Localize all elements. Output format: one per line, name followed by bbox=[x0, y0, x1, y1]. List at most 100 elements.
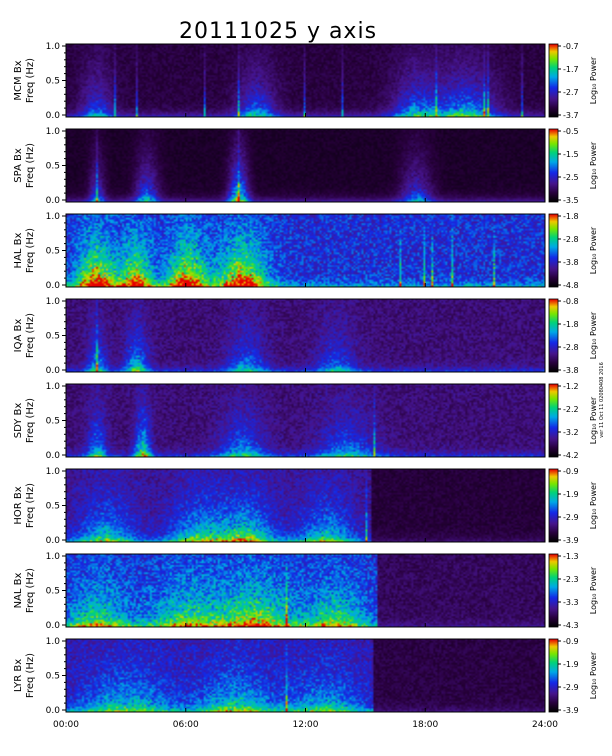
colorbar-tick-label: -2.2 bbox=[563, 405, 579, 414]
spectrogram-image bbox=[66, 469, 545, 542]
y-axis-unit-label: Freq (Hz) bbox=[25, 568, 36, 613]
y-tick-label: 1.0 bbox=[46, 467, 61, 477]
y-axis-unit-label: Freq (Hz) bbox=[25, 143, 36, 188]
y-axis-unit-label: Freq (Hz) bbox=[25, 483, 36, 528]
colorbar-tick-label: -2.9 bbox=[563, 683, 579, 692]
colorbar-frame bbox=[548, 468, 559, 543]
y-tick-label: 1.0 bbox=[46, 42, 61, 52]
spectrogram-image bbox=[66, 44, 545, 117]
colorbar-tick-label: -0.7 bbox=[563, 42, 579, 51]
colorbar-frame bbox=[548, 128, 559, 203]
colorbar-tick-label: -1.9 bbox=[563, 660, 579, 669]
y-axis-unit-label: Freq (Hz) bbox=[25, 58, 36, 103]
colorbar-label: Log₁₀ Power bbox=[589, 141, 598, 189]
y-axis-station-label: MCM Bx bbox=[13, 60, 24, 100]
y-tick-label: 0.0 bbox=[46, 621, 61, 631]
colorbar-label: Log₁₀ Power bbox=[589, 311, 598, 359]
colorbar-tick-label: -3.8 bbox=[563, 258, 579, 267]
colorbar bbox=[549, 129, 558, 202]
colorbar bbox=[549, 554, 558, 627]
colorbar bbox=[549, 214, 558, 287]
colorbar-label: Log₁₀ Power bbox=[589, 481, 598, 529]
colorbar-tick-label: -1.7 bbox=[563, 65, 579, 74]
y-tick-label: 0.5 bbox=[46, 672, 60, 682]
y-axis-unit-label: Freq (Hz) bbox=[25, 653, 36, 698]
colorbar-tick-label: -0.5 bbox=[563, 127, 579, 136]
y-axis-station-label: HAL Bx bbox=[13, 232, 24, 268]
y-axis-station-label: NAL Bx bbox=[13, 572, 24, 608]
colorbar bbox=[549, 44, 558, 117]
y-tick-label: 0.5 bbox=[46, 502, 60, 512]
y-axis-unit-label: Freq (Hz) bbox=[25, 313, 36, 358]
spectrogram-image bbox=[66, 214, 545, 287]
y-tick-label: 1.0 bbox=[46, 382, 61, 392]
y-tick-label: 1.0 bbox=[46, 212, 61, 222]
colorbar-tick-label: -3.2 bbox=[563, 428, 579, 437]
side-note: ver 11 Oct 11 02080408 2016 bbox=[599, 362, 605, 438]
colorbar-frame bbox=[548, 553, 559, 628]
colorbar-tick-label: -4.2 bbox=[563, 451, 579, 460]
colorbar-tick-label: -0.9 bbox=[563, 637, 579, 646]
colorbar-label: Log₁₀ Power bbox=[589, 651, 598, 699]
colorbar-frame bbox=[548, 383, 559, 458]
colorbar-frame bbox=[548, 213, 559, 288]
y-tick-label: 0.0 bbox=[46, 706, 61, 716]
colorbar-frame bbox=[548, 298, 559, 373]
colorbar-tick-label: -1.5 bbox=[563, 150, 579, 159]
colorbar-frame bbox=[548, 43, 559, 118]
y-axis-station-label: SDY Bx bbox=[13, 403, 24, 439]
y-tick-label: 1.0 bbox=[46, 297, 61, 307]
colorbar-tick-label: -2.9 bbox=[563, 513, 579, 522]
colorbar-tick-label: -3.5 bbox=[563, 196, 579, 205]
spectrogram-image bbox=[66, 639, 545, 712]
spectrogram-panel: 1.0 0.5 0.0 NAL Bx Freq (Hz) -1.3 -2.3 -3.3 -4.3… bbox=[13, 552, 598, 631]
colorbar-tick-label: -4.3 bbox=[563, 621, 579, 630]
spectrogram-image bbox=[66, 554, 545, 627]
x-tick-label: 24:00 bbox=[532, 720, 558, 730]
colorbar-tick-label: -1.8 bbox=[563, 320, 579, 329]
colorbar-tick-label: -3.9 bbox=[563, 536, 579, 545]
colorbar-label: Log₁₀ Power bbox=[589, 566, 598, 614]
colorbar-label: Log₁₀ Power bbox=[589, 226, 598, 274]
y-tick-label: 0.0 bbox=[46, 536, 61, 546]
y-tick-label: 0.5 bbox=[46, 162, 60, 172]
spectrogram-panel: 1.0 0.5 0.0 IQA Bx Freq (Hz) -0.8 -1.8 -2.8 -3.8… bbox=[13, 297, 598, 376]
colorbar-frame bbox=[548, 638, 559, 713]
y-tick-label: 1.0 bbox=[46, 552, 61, 562]
x-tick-label: 00:00 bbox=[53, 720, 79, 730]
y-tick-label: 0.0 bbox=[46, 366, 61, 376]
y-tick-label: 0.0 bbox=[46, 196, 61, 206]
y-tick-label: 1.0 bbox=[46, 637, 61, 647]
spectrogram-image bbox=[66, 129, 545, 202]
spectrogram-image bbox=[66, 299, 545, 372]
y-tick-label: 0.5 bbox=[46, 77, 60, 87]
colorbar-label: Log₁₀ Power bbox=[589, 396, 598, 444]
x-tick-label: 12:00 bbox=[293, 720, 319, 730]
y-axis-station-label: HOR Bx bbox=[13, 486, 24, 524]
spectrogram-panel: 1.0 0.5 0.0 LYR Bx Freq (Hz) -0.9 -1.9 -2.9 -3.9… bbox=[13, 637, 598, 716]
colorbar-tick-label: -3.7 bbox=[563, 111, 579, 120]
y-tick-label: 0.0 bbox=[46, 111, 61, 121]
colorbar-tick-label: -2.8 bbox=[563, 235, 579, 244]
colorbar bbox=[549, 384, 558, 457]
colorbar-label: Log₁₀ Power bbox=[589, 56, 598, 104]
y-tick-label: 0.5 bbox=[46, 332, 60, 342]
colorbar-tick-label: -4.8 bbox=[563, 281, 579, 290]
colorbar-tick-label: -2.3 bbox=[563, 575, 579, 584]
y-tick-label: 0.0 bbox=[46, 451, 61, 461]
colorbar-tick-label: -1.9 bbox=[563, 490, 579, 499]
colorbar-tick-label: -1.2 bbox=[563, 382, 579, 391]
colorbar-tick-label: -3.9 bbox=[563, 706, 579, 715]
colorbar-tick-label: -1.3 bbox=[563, 552, 579, 561]
y-tick-label: 0.5 bbox=[46, 417, 60, 427]
y-axis-station-label: IQA Bx bbox=[13, 319, 24, 353]
x-tick-label: 18:00 bbox=[412, 720, 438, 730]
chart-title: 20111025 y axis bbox=[179, 19, 377, 44]
colorbar-tick-label: -1.8 bbox=[563, 212, 579, 221]
colorbar-tick-label: -2.7 bbox=[563, 88, 579, 97]
colorbar bbox=[549, 469, 558, 542]
colorbar bbox=[549, 639, 558, 712]
colorbar bbox=[549, 299, 558, 372]
